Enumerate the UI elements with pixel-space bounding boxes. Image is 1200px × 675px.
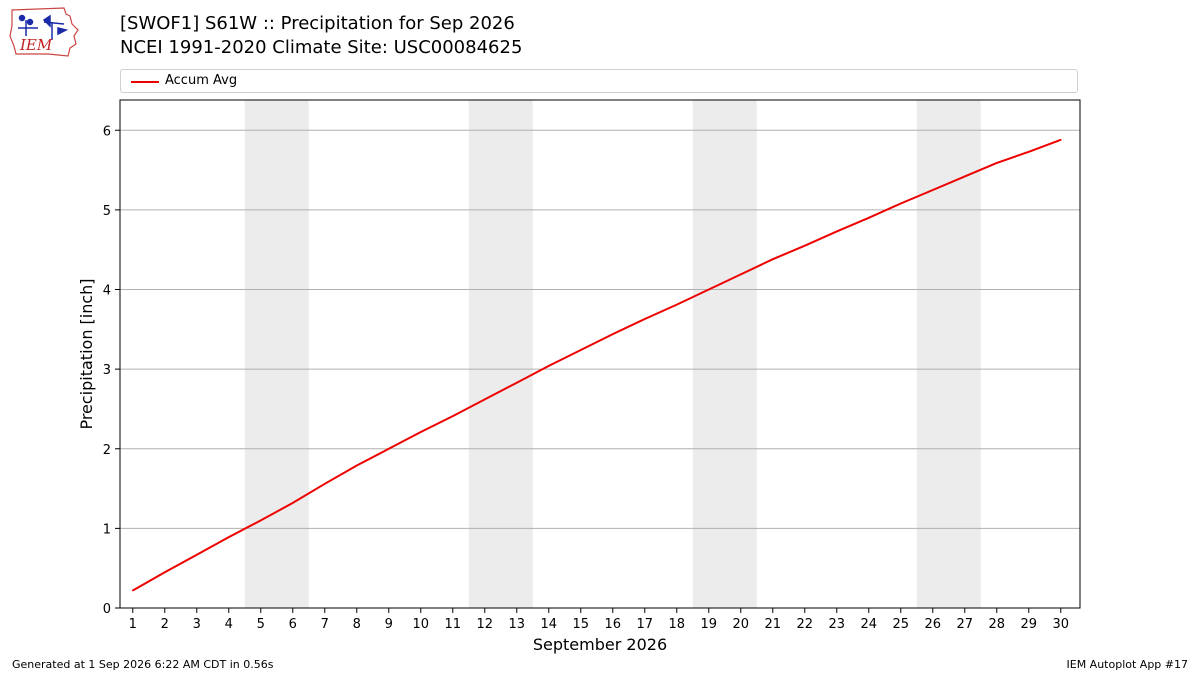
data-point-16 [612,333,614,335]
weekend-band-2 [468,100,533,608]
data-point-29 [1028,150,1030,153]
data-point-13 [516,381,518,384]
data-point-20 [740,273,742,276]
footer-app-label: IEM Autoplot App #17 [1066,658,1189,671]
data-point-10 [420,431,422,433]
iem-logo: IEM [8,6,80,58]
logo-text: IEM [19,36,53,54]
chart-title: [SWOF1] S61W :: Precipitation for Sep 20… [120,13,515,34]
x-tick-label-3: 3 [193,617,201,632]
x-tick-label-2: 2 [161,617,169,632]
x-tick-label-1: 1 [129,617,137,632]
x-tick-label-21: 21 [765,617,782,632]
x-tick-label-28: 28 [989,617,1006,632]
data-point-14 [548,365,550,367]
x-tick-label-8: 8 [353,617,361,632]
x-tick-label-17: 17 [637,617,654,632]
x-tick-label-4: 4 [225,617,233,632]
x-tick-label-24: 24 [861,617,878,632]
x-tick-label-13: 13 [509,617,526,632]
y-tick-label-1: 1 [103,522,111,537]
x-tick-label-30: 30 [1053,617,1070,632]
iowa-outline-icon [9,7,79,57]
x-tick-label-18: 18 [669,617,686,632]
data-point-25 [900,202,902,205]
data-point-19 [708,288,710,291]
data-point-9 [388,447,390,450]
x-tick-label-22: 22 [797,617,814,632]
legend: Accum Avg [120,69,1078,93]
x-tick-label-10: 10 [413,617,430,632]
x-tick-label-12: 12 [477,617,494,632]
data-point-28 [996,162,998,164]
x-tick-label-26: 26 [925,617,942,632]
x-tick-label-6: 6 [289,617,297,632]
data-point-2 [164,571,166,573]
x-tick-label-7: 7 [321,617,329,632]
footer-generated-text: Generated at 1 Sep 2026 6:22 AM CDT in 0… [12,658,274,671]
plot-frame [119,99,1081,609]
x-tick-label-14: 14 [541,617,558,632]
legend-swatch-accum-avg [131,81,159,83]
x-tick-label-19: 19 [701,617,718,632]
x-axis-label: September 2026 [533,635,667,654]
x-tick-label-23: 23 [829,617,846,632]
x-tick-label-9: 9 [385,617,393,632]
y-tick-label-3: 3 [103,363,111,378]
data-point-6 [292,502,294,504]
data-point-23 [836,230,838,233]
y-tick-label-0: 0 [103,602,111,617]
y-tick-label-4: 4 [103,284,111,299]
weekend-band-4 [916,100,981,608]
x-tick-label-5: 5 [257,617,265,632]
data-point-30 [1060,139,1062,141]
y-tick-label-5: 5 [103,204,111,219]
data-point-22 [804,244,806,247]
data-point-3 [196,553,198,556]
data-point-7 [324,482,326,485]
data-point-21 [772,258,774,261]
data-point-17 [644,318,646,320]
x-tick-label-27: 27 [957,617,974,632]
x-tick-label-20: 20 [733,617,750,632]
x-tick-label-11: 11 [445,617,462,632]
data-point-26 [932,189,934,191]
data-point-15 [580,349,582,351]
weekend-band-1 [244,100,309,608]
data-point-5 [260,519,262,522]
y-tick-label-2: 2 [103,443,111,458]
data-point-8 [356,464,358,467]
y-tick-label-6: 6 [103,124,111,139]
data-point-4 [228,536,230,538]
weekend-band-3 [692,100,757,608]
data-point-18 [676,303,678,306]
data-point-12 [484,398,486,401]
x-tick-label-25: 25 [893,617,910,632]
x-tick-label-29: 29 [1021,617,1038,632]
data-point-11 [452,415,454,417]
x-tick-label-16: 16 [605,617,622,632]
y-axis-label: Precipitation [inch] [77,278,96,429]
data-point-27 [964,175,966,178]
legend-label-accum-avg: Accum Avg [165,73,238,88]
data-point-24 [868,217,870,219]
data-point-1 [132,589,134,592]
x-tick-label-15: 15 [573,617,590,632]
weather-station-icon [18,14,69,40]
chart-subtitle: NCEI 1991-2020 Climate Site: USC00084625 [120,37,523,58]
series-line-accum-avg [132,138,1062,592]
